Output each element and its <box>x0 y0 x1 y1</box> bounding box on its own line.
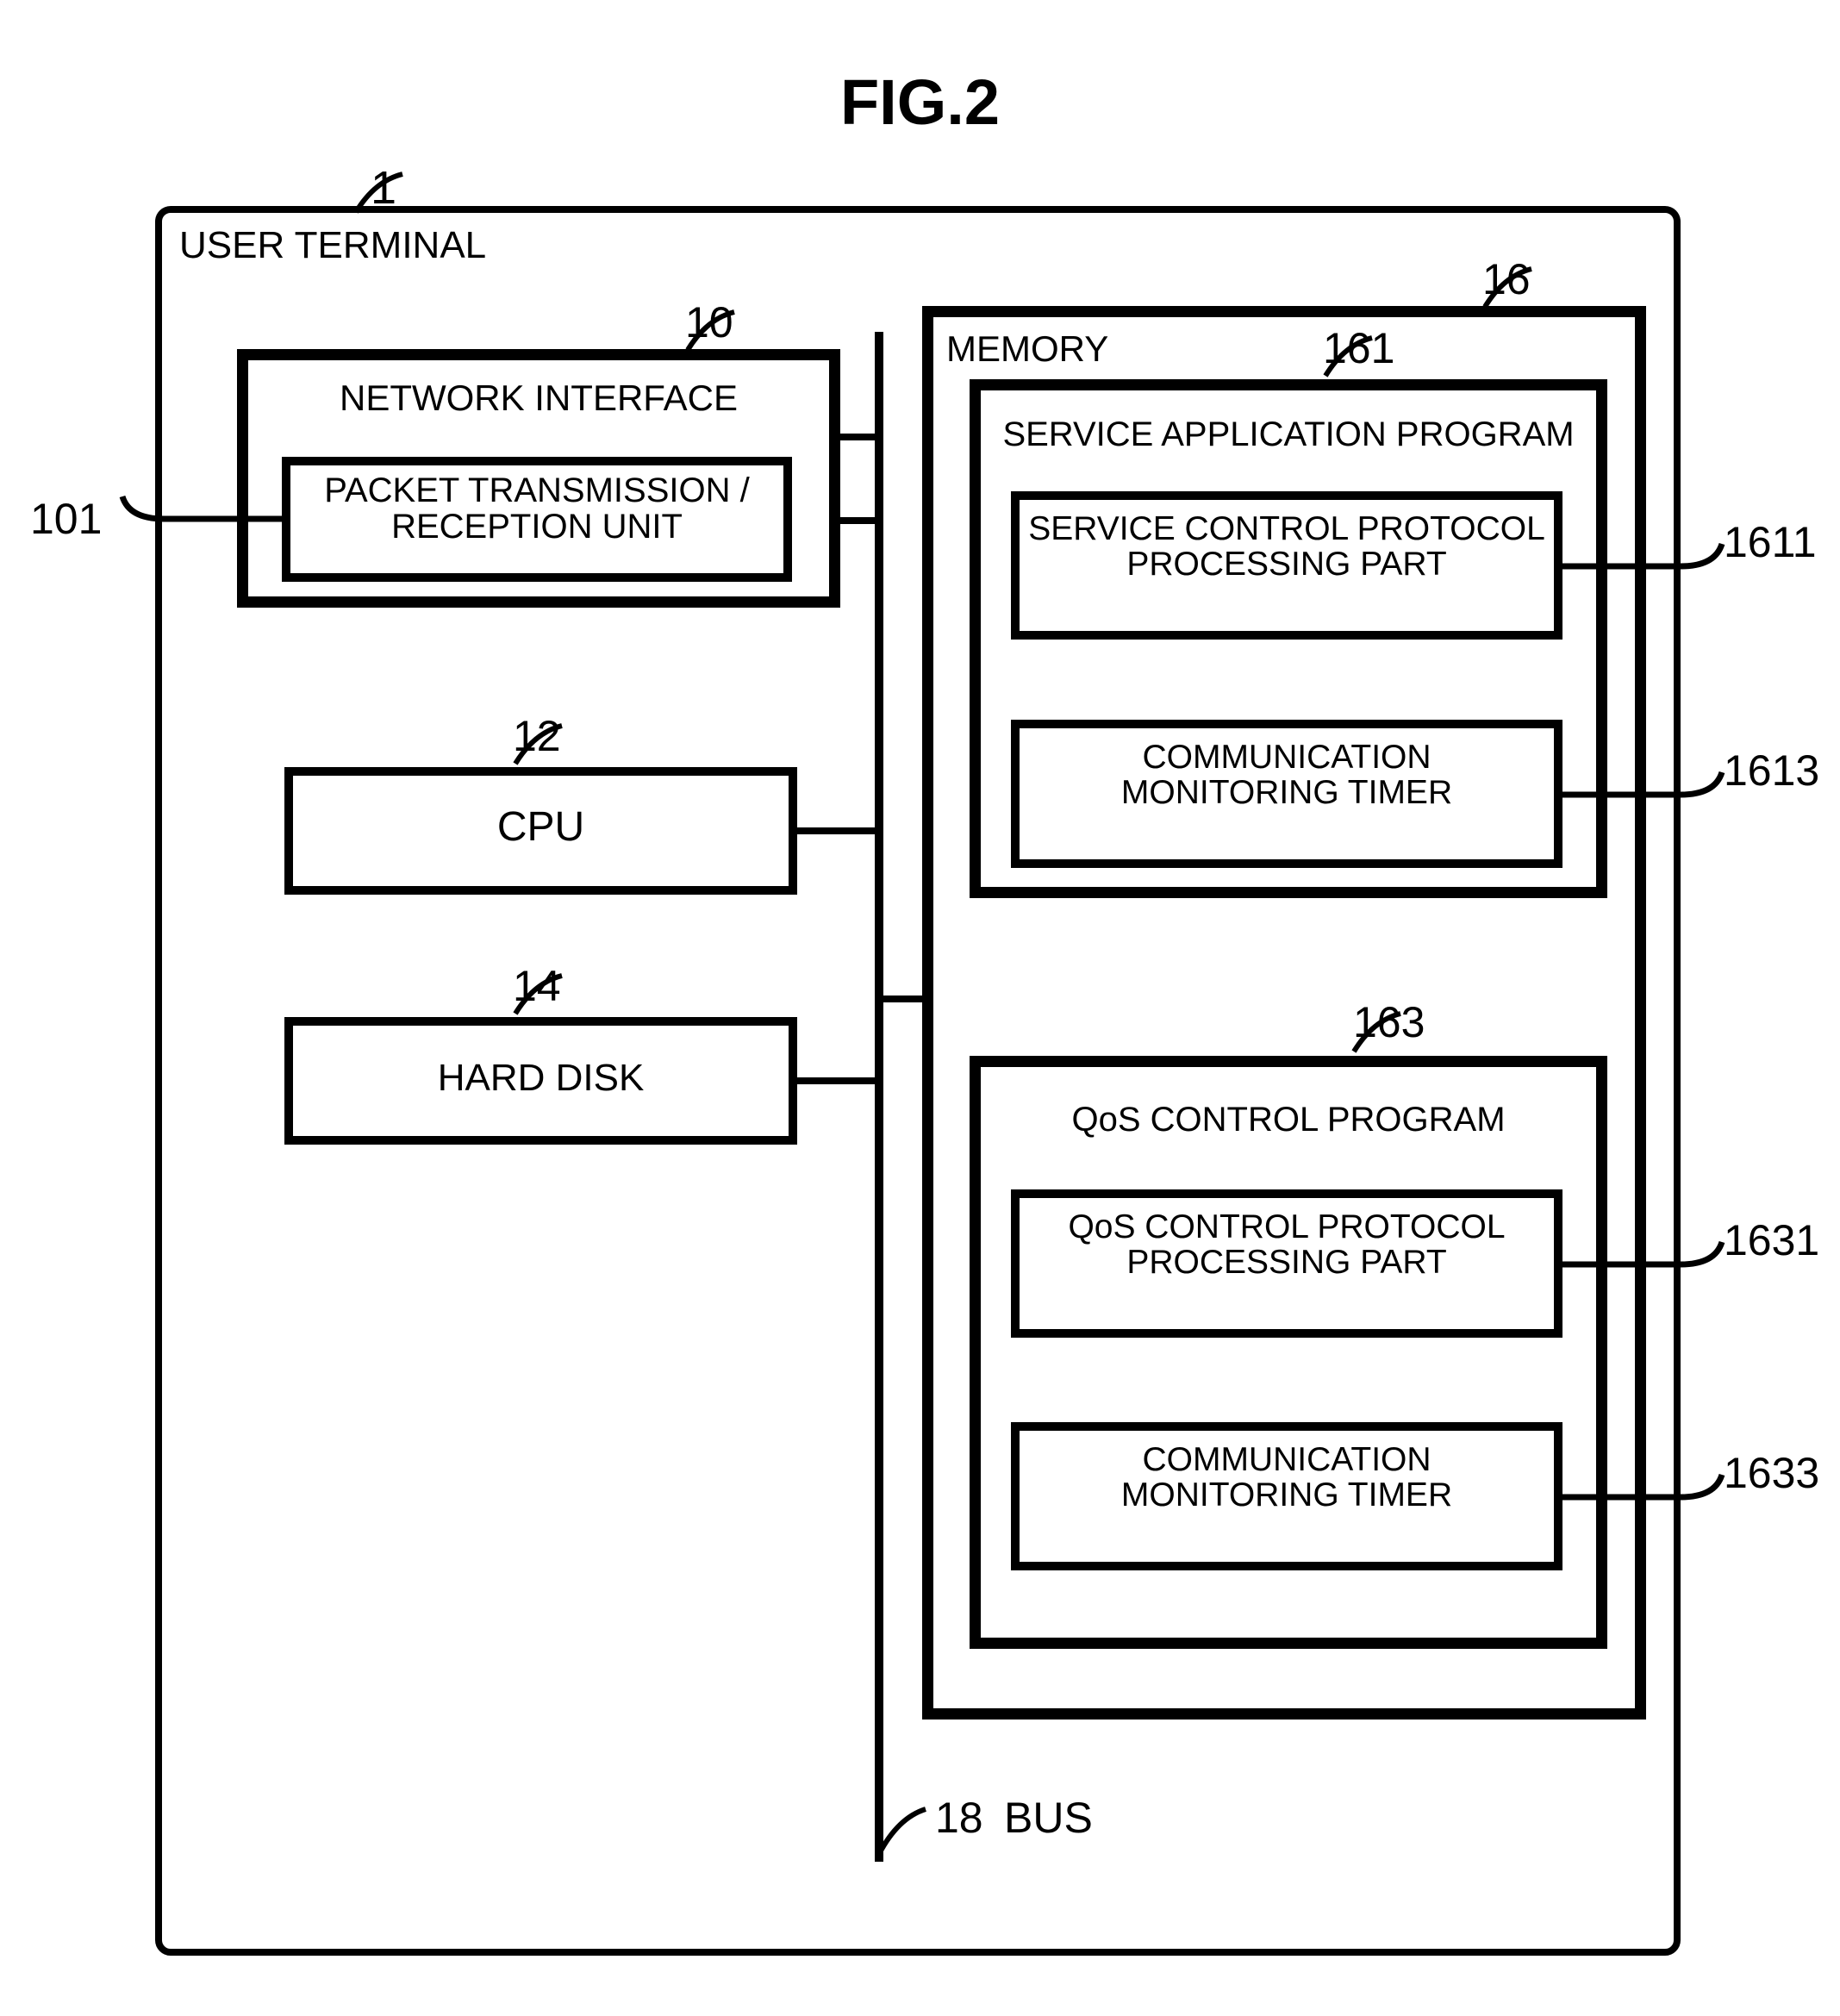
id-1613: 1613 <box>1724 748 1819 794</box>
tick <box>1347 1010 1407 1055</box>
text: PROCESSING PART <box>1126 546 1446 583</box>
tick <box>349 171 409 215</box>
qos-prog-label: QoS CONTROL PROGRAM <box>970 1102 1607 1138</box>
tick <box>681 309 741 353</box>
diagram-stage: FIG.2 USER TERMINAL 1 18 BUS NETWORK INT… <box>0 0 1840 2016</box>
lead-1613 <box>1560 767 1732 827</box>
text: MONITORING TIMER <box>1121 1476 1452 1514</box>
lead-1611 <box>1560 539 1732 599</box>
text: COMMUNICATION <box>1142 1441 1431 1478</box>
id-1611: 1611 <box>1724 520 1817 565</box>
tick <box>872 1806 932 1857</box>
tick <box>1478 265 1538 310</box>
text: PACKET TRANSMISSION / <box>324 471 749 509</box>
lead-1631 <box>1560 1237 1732 1297</box>
id-101: 101 <box>30 496 102 542</box>
network-interface-label: NETWORK INTERFACE <box>237 379 840 417</box>
bus-conn <box>797 827 879 834</box>
id-1633: 1633 <box>1724 1451 1819 1496</box>
tick <box>508 972 569 1017</box>
text: PROCESSING PART <box>1126 1244 1446 1281</box>
text: COMMUNICATION <box>1142 739 1431 776</box>
bus-conn <box>840 434 879 440</box>
service-app-label: SERVICE APPLICATION PROGRAM <box>970 416 1607 453</box>
text: RECEPTION UNIT <box>391 508 683 546</box>
bus-conn <box>879 996 926 1002</box>
packet-unit-label: PACKET TRANSMISSION / RECEPTION UNIT <box>282 472 792 545</box>
figure-title: FIG.2 <box>0 69 1840 136</box>
tick <box>1319 334 1379 379</box>
text: QoS CONTROL PROTOCOL <box>1068 1208 1505 1245</box>
harddisk-label: HARD DISK <box>284 1058 797 1098</box>
cmt1-label: COMMUNICATION MONITORING TIMER <box>1011 740 1562 811</box>
bus-id: 18 <box>935 1795 983 1841</box>
scpp-label: SERVICE CONTROL PROTOCOL PROCESSING PART <box>1011 512 1562 583</box>
cmt2-label: COMMUNICATION MONITORING TIMER <box>1011 1443 1562 1514</box>
lead-1633 <box>1560 1470 1732 1530</box>
text: SERVICE CONTROL PROTOCOL <box>1028 510 1545 547</box>
text: MONITORING TIMER <box>1121 774 1452 811</box>
id-1631: 1631 <box>1724 1218 1819 1264</box>
bus-line <box>875 332 883 1862</box>
qcpp-label: QoS CONTROL PROTOCOL PROCESSING PART <box>1011 1210 1562 1281</box>
bus-label: BUS <box>1004 1795 1093 1841</box>
cpu-label: CPU <box>284 806 797 849</box>
memory-label: MEMORY <box>946 330 1108 368</box>
tick <box>508 722 569 767</box>
bus-conn <box>797 1077 879 1084</box>
lead-101 <box>112 491 284 552</box>
user-terminal-label: USER TERMINAL <box>179 226 486 265</box>
bus-conn <box>840 517 879 524</box>
